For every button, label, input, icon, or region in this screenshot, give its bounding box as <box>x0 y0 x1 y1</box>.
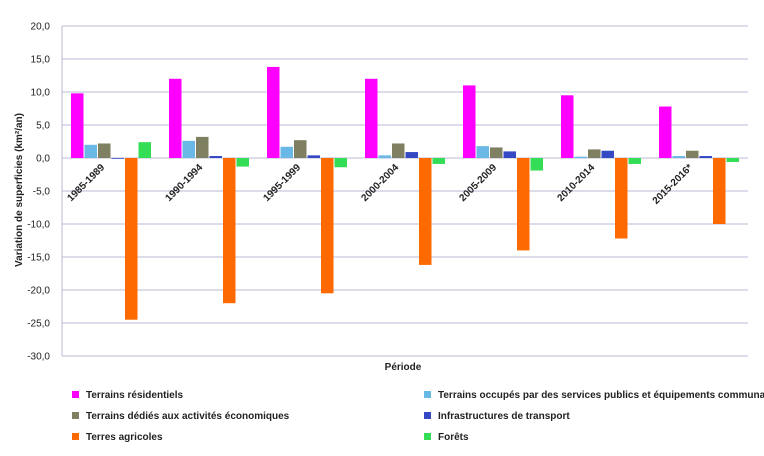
bar <box>111 158 124 159</box>
legend-swatch <box>424 433 431 440</box>
legend-swatch <box>72 412 79 419</box>
y-tick-label: -30,0 <box>27 352 50 363</box>
bar <box>378 155 391 158</box>
gridlines <box>61 25 748 357</box>
bar <box>392 143 405 158</box>
y-tick-label: -25,0 <box>27 319 50 330</box>
bar <box>405 152 418 158</box>
x-tick-label: 2015-2016* <box>651 162 695 206</box>
bar <box>182 140 195 158</box>
bar <box>561 95 574 158</box>
legend-swatch <box>424 412 431 419</box>
bar <box>574 156 587 158</box>
bar <box>463 85 476 158</box>
bar <box>686 150 699 158</box>
bar <box>503 151 516 158</box>
bar <box>628 158 641 164</box>
bar <box>223 158 236 304</box>
bar <box>588 149 601 158</box>
y-tick-label: -10,0 <box>27 220 50 231</box>
y-tick-labels: 20,0 15,0 10,0 5,0 0,0 -5,0 -10,0 -15,0 -20,0 -25… <box>27 22 50 363</box>
legend-label: Forêts <box>438 432 469 443</box>
bar <box>419 158 432 265</box>
bar <box>321 158 334 294</box>
bar <box>365 78 378 158</box>
x-tick-label: 1990-1994 <box>164 162 206 204</box>
legend-label: Infrastructures de transport <box>438 411 570 422</box>
bar <box>294 140 307 158</box>
x-tick-label: 2010-2014 <box>556 162 598 204</box>
x-tick-label: 1985-1989 <box>66 162 108 204</box>
legend-label: Terres agricoles <box>86 432 163 443</box>
y-tick-label: 5,0 <box>36 121 50 132</box>
legend-swatch <box>72 433 79 440</box>
bar <box>672 156 685 158</box>
bar <box>196 136 209 158</box>
bar <box>280 146 293 158</box>
x-axis-label: Période <box>385 362 422 373</box>
legend: Terrains résidentiels Terrains occupés pa… <box>72 390 764 443</box>
bar <box>307 155 320 158</box>
legend-label: Terrains résidentiels <box>86 390 184 401</box>
bar <box>659 106 672 158</box>
bar <box>699 156 712 158</box>
legend-swatch <box>72 391 79 398</box>
x-tick-labels: 1985-1989 1990-1994 1995-1999 2000-2004 2005… <box>66 162 696 207</box>
x-tick-label: 2005-2009 <box>458 162 500 204</box>
x-tick-label: 1995-1999 <box>262 162 304 204</box>
bar <box>601 150 614 158</box>
bar <box>615 158 628 239</box>
y-axis-label: Variation de superficies (km²/an) <box>14 113 25 267</box>
legend-swatch <box>424 391 431 398</box>
bar <box>713 158 726 224</box>
bar <box>138 142 151 158</box>
bars <box>71 66 739 320</box>
bar <box>334 158 347 168</box>
y-tick-label: 10,0 <box>31 88 51 99</box>
legend-label: Terrains occupés par des services public… <box>438 390 764 401</box>
bar <box>84 144 97 158</box>
bar <box>726 158 739 162</box>
y-tick-label: 20,0 <box>31 22 51 33</box>
x-tick-label: 2000-2004 <box>360 162 402 204</box>
bar <box>209 156 222 158</box>
bar <box>125 158 138 320</box>
y-tick-label: 0,0 <box>36 154 50 165</box>
bar <box>169 78 182 158</box>
bar <box>530 158 543 171</box>
bar <box>476 146 489 158</box>
bar <box>71 93 84 158</box>
bar <box>490 147 503 158</box>
legend-label: Terrains dédiés aux activités économique… <box>86 411 290 422</box>
y-tick-label: 15,0 <box>31 55 51 66</box>
bar <box>432 158 445 164</box>
bar <box>236 158 249 167</box>
bar <box>98 143 111 158</box>
y-tick-label: -15,0 <box>27 253 50 264</box>
bar <box>517 158 530 251</box>
y-tick-label: -20,0 <box>27 286 50 297</box>
bar <box>267 66 280 158</box>
y-tick-label: -5,0 <box>33 187 51 198</box>
